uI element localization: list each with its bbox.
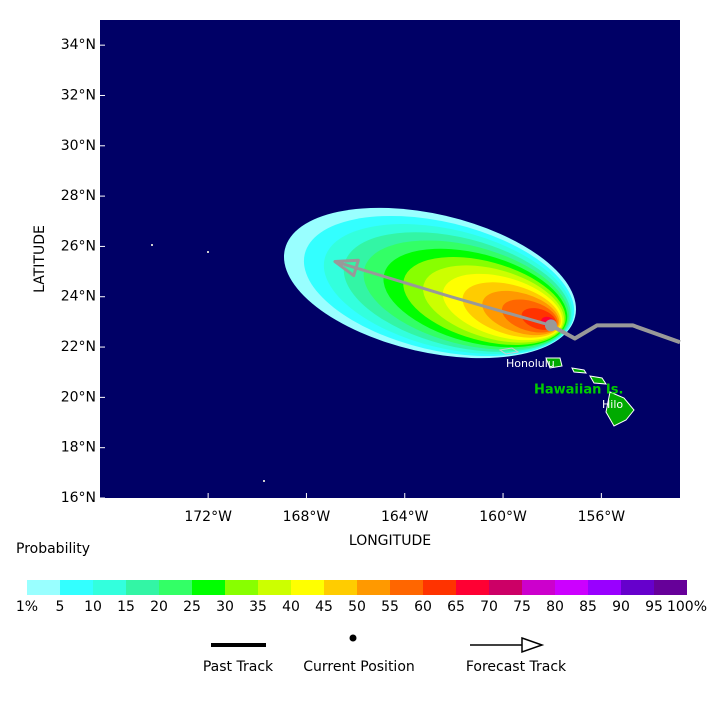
y-tick-label: 18°N <box>61 440 96 456</box>
legend-current-position <box>349 634 357 642</box>
x-tick-label: 172°W <box>184 509 232 525</box>
y-tick-label: 28°N <box>61 188 96 204</box>
legend-swatch <box>621 580 654 595</box>
legend-swatch <box>654 580 687 595</box>
x-axis-title: LONGITUDE <box>349 533 431 549</box>
place-label: Hawaiian Is. <box>534 383 623 398</box>
legend-label: Current Position <box>303 659 415 675</box>
legend-tick-label: 45 <box>315 599 333 615</box>
forecast-arrowhead <box>333 258 360 278</box>
legend-tick-label: 30 <box>216 599 234 615</box>
y-axis-title: LATITUDE <box>32 225 48 293</box>
legend-tick-label: 95 <box>645 599 663 615</box>
legend-swatch <box>390 580 423 595</box>
forecast-track <box>334 260 552 327</box>
legend-tick-label: 40 <box>282 599 300 615</box>
x-tick-label: 168°W <box>283 509 331 525</box>
legend-swatch <box>60 580 93 595</box>
legend-tick-label: 80 <box>546 599 564 615</box>
y-tick-label: 16°N <box>61 490 96 506</box>
current-position <box>544 319 557 332</box>
legend-tick-label: 20 <box>150 599 168 615</box>
y-tick-label: 24°N <box>61 289 96 305</box>
legend-swatch <box>456 580 489 595</box>
legend-swatch <box>291 580 324 595</box>
x-tick-label: 160°W <box>479 509 527 525</box>
legend-swatch <box>588 580 621 595</box>
legend-swatch <box>225 580 258 595</box>
legend-tick-label: 1% <box>16 599 38 615</box>
legend-swatch <box>93 580 126 595</box>
legend-title: Probability <box>16 541 90 557</box>
legend-swatch <box>489 580 522 595</box>
legend-swatch <box>522 580 555 595</box>
legend-tick-label: 60 <box>414 599 432 615</box>
legend-tick-label: 85 <box>579 599 597 615</box>
y-tick-label: 32°N <box>61 87 96 103</box>
legend-tick-label: 65 <box>447 599 465 615</box>
legend-tick-label: 10 <box>84 599 102 615</box>
legend-swatch <box>27 580 60 595</box>
y-tick-label: 22°N <box>61 339 96 355</box>
legend-tick-label: 90 <box>612 599 630 615</box>
legend-swatch <box>357 580 390 595</box>
place-label: Hilo <box>602 398 623 411</box>
legend-swatch <box>324 580 357 595</box>
legend-tick-label: 100% <box>667 599 707 615</box>
legend-swatch <box>159 580 192 595</box>
place-label: Honolulu <box>506 357 555 370</box>
y-tick-label: 20°N <box>61 389 96 405</box>
islands <box>151 244 635 482</box>
past-track <box>550 323 681 345</box>
legend-label: Forecast Track <box>466 659 567 675</box>
legend-swatch <box>192 580 225 595</box>
legend-arrow <box>521 636 545 654</box>
legend-tick-label: 15 <box>117 599 135 615</box>
legend-tick-label: 25 <box>183 599 201 615</box>
legend-tick-label: 5 <box>56 599 65 615</box>
x-tick-label: 156°W <box>578 509 626 525</box>
legend-swatch <box>423 580 456 595</box>
legend-tick-label: 55 <box>381 599 399 615</box>
legend-swatch <box>258 580 291 595</box>
legend-tick-label: 35 <box>249 599 267 615</box>
y-tick-label: 26°N <box>61 238 96 254</box>
legend-tick-label: 50 <box>348 599 366 615</box>
legend-tick-label: 75 <box>513 599 531 615</box>
legend-tick-label: 70 <box>480 599 498 615</box>
x-tick-label: 164°W <box>381 509 429 525</box>
y-tick-label: 30°N <box>61 138 96 154</box>
legend-label: Past Track <box>203 659 274 675</box>
legend-swatch <box>126 580 159 595</box>
legend-swatch <box>555 580 588 595</box>
y-tick-label: 34°N <box>61 37 96 53</box>
